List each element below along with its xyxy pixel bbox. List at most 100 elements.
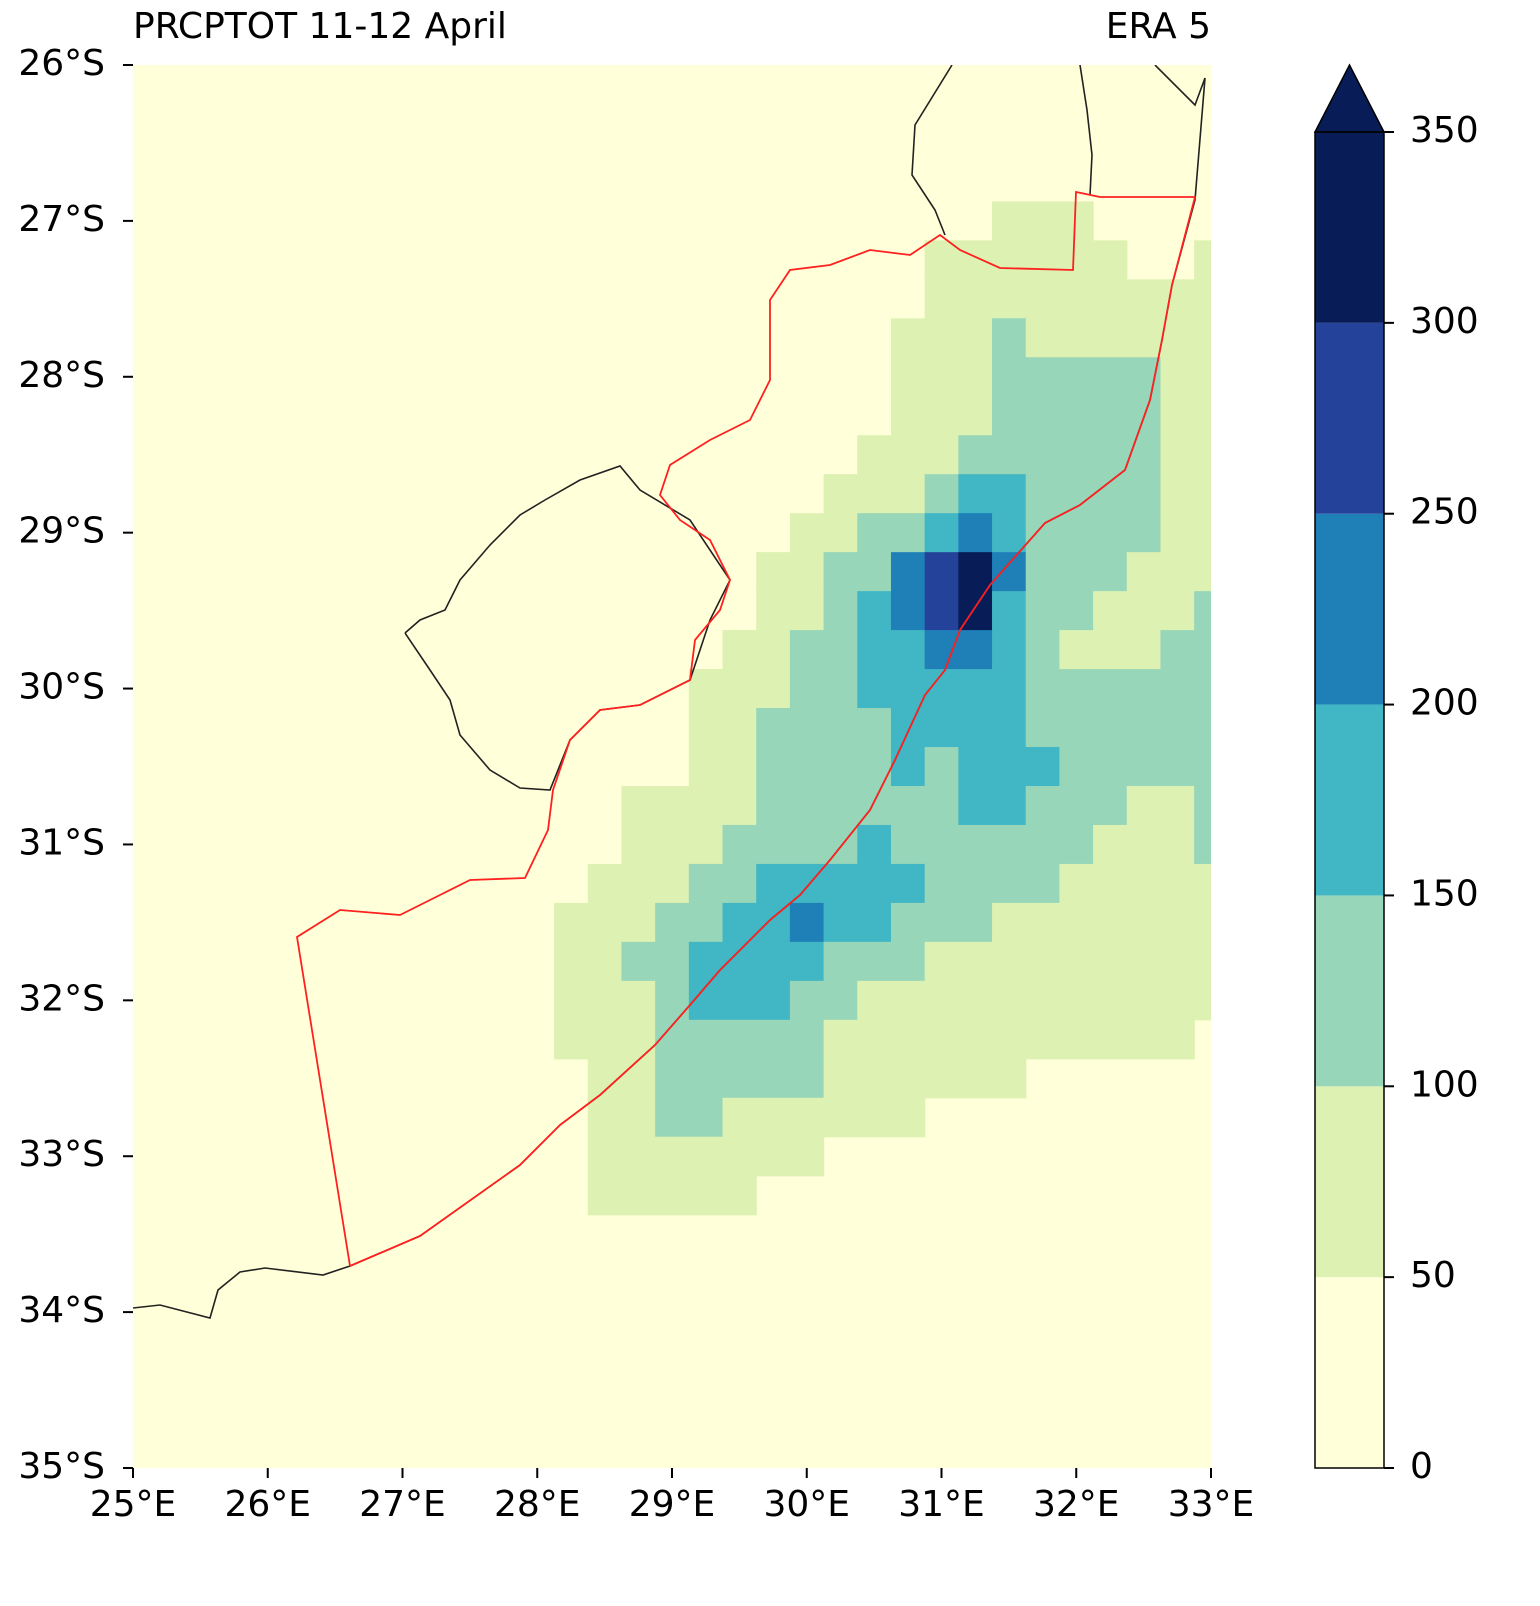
grid-cell: [587, 1175, 757, 1216]
grid-cells: [554, 201, 1211, 1216]
grid-cell: [924, 279, 1211, 319]
grid-cell: [1160, 513, 1211, 553]
grid-cell: [924, 474, 959, 514]
grid-cell: [789, 630, 858, 670]
grid-cell: [655, 1019, 825, 1060]
grid-cell: [958, 747, 1061, 787]
grid-cell: [554, 1019, 656, 1060]
grid-cell: [890, 357, 993, 397]
grid-cell: [823, 1019, 1195, 1060]
grid-cell: [1025, 513, 1162, 553]
grid-cell: [823, 474, 926, 514]
y-tick-label: 33°S: [18, 1134, 105, 1175]
grid-cell: [756, 863, 926, 904]
province-border: [296, 190, 1197, 1267]
grid-cell: [857, 513, 926, 553]
grid-cell: [890, 318, 993, 358]
grid-cell: [789, 669, 858, 709]
grid-cell: [1194, 240, 1211, 280]
colorbar-tick-label: 0: [1410, 1446, 1433, 1487]
grid-cell: [890, 747, 926, 787]
y-tick-label: 27°S: [18, 199, 105, 240]
grid-cell: [890, 552, 926, 592]
grid-cell: [688, 863, 757, 904]
grid-cell: [1194, 591, 1211, 631]
lesotho-border: [404, 465, 731, 791]
grid-cell: [1025, 552, 1128, 592]
grid-cell: [1059, 747, 1211, 787]
grid-cell: [958, 513, 993, 553]
grid-cell: [587, 1097, 656, 1138]
grid-cell: [1025, 630, 1061, 670]
grid-cell: [958, 474, 1027, 514]
grid-cell: [823, 941, 926, 982]
grid-cell: [789, 513, 858, 553]
grid-cell: [857, 591, 892, 631]
colorbar-tick-label: 100: [1410, 1064, 1479, 1105]
grid-cell: [924, 747, 959, 787]
x-tick-label: 32°E: [1033, 1484, 1120, 1525]
grid-cell: [1025, 708, 1211, 748]
x-tick-label: 33°E: [1168, 1484, 1255, 1525]
grid-cell: [1194, 785, 1211, 826]
colorbar-segment: [1315, 513, 1384, 705]
grid-cell: [992, 357, 1162, 397]
grid-cell: [857, 669, 1027, 709]
grid-cell: [1160, 630, 1211, 670]
grid-cell: [756, 591, 825, 631]
grid-cell: [1160, 396, 1211, 436]
grid-cell: [890, 902, 993, 943]
grid-cell: [992, 552, 1027, 592]
grid-cell: [890, 591, 926, 631]
x-tick-label: 28°E: [494, 1484, 581, 1525]
grid-cell: [958, 435, 1162, 475]
chart-title: PRCPTOT 11-12 April: [133, 6, 507, 47]
grid-cell: [587, 863, 690, 904]
grid-cell: [1093, 824, 1195, 865]
grid-cell: [1025, 669, 1211, 709]
grid-cell: [1025, 785, 1128, 826]
grid-cell: [890, 824, 1094, 865]
grid-cell: [722, 630, 791, 670]
grid-cell: [992, 630, 1027, 670]
grid-cell: [823, 591, 858, 631]
grid-cell: [1194, 824, 1211, 865]
colorbar-tick-label: 350: [1410, 110, 1479, 151]
y-tick-label: 30°S: [18, 667, 105, 708]
grid-cell: [621, 824, 724, 865]
colorbar-segment: [1315, 132, 1384, 323]
y-tick-label: 26°S: [18, 43, 105, 84]
grid-cell: [554, 941, 623, 982]
colorbar-segment: [1315, 1086, 1384, 1278]
grid-cell: [554, 902, 656, 943]
grid-cell: [823, 552, 892, 592]
grid-cell: [756, 708, 892, 748]
grid-cell: [722, 824, 858, 865]
grid-cell: [688, 747, 757, 787]
grid-cell: [924, 513, 959, 553]
grid-cell: [587, 1136, 825, 1177]
y-tick-label: 32°S: [18, 978, 105, 1019]
x-tick-label: 29°E: [629, 1484, 716, 1525]
colorbar-segment: [1315, 322, 1384, 514]
y-tick-label: 28°S: [18, 355, 105, 396]
colorbar-segment: [1315, 1277, 1384, 1468]
grid-cell: [756, 552, 825, 592]
grid-cell: [722, 1097, 926, 1138]
grid-cell: [924, 863, 1061, 904]
national-border: [1079, 65, 1093, 196]
colorbar-extension: [1313, 63, 1386, 133]
national-border: [911, 65, 953, 236]
grid-cell: [554, 980, 656, 1021]
grid-cell: [992, 591, 1027, 631]
grid-cell: [1126, 552, 1211, 592]
grid-cell: [655, 1097, 724, 1138]
colorbar-tick-label: 200: [1410, 683, 1479, 724]
grid-cell: [655, 1058, 825, 1099]
grid-cell: [857, 824, 892, 865]
grid-cell: [857, 435, 959, 475]
national-border: [1154, 65, 1206, 107]
grid-cell: [621, 785, 757, 826]
grid-cell: [992, 513, 1027, 553]
